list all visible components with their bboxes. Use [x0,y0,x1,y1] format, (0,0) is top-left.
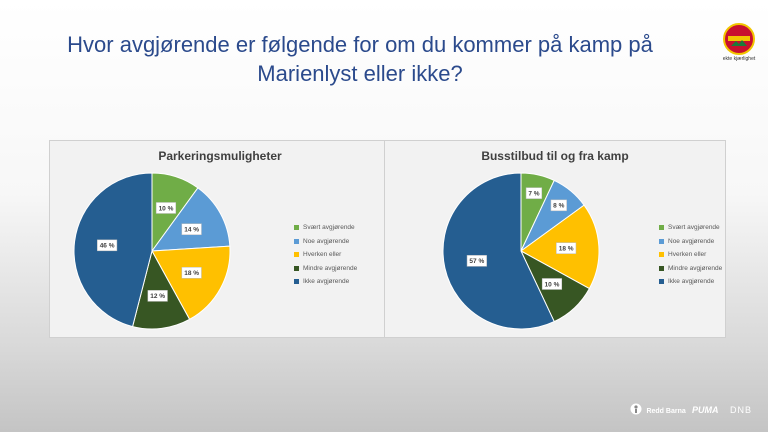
svg-text:12 %: 12 % [150,293,165,300]
data-label: 18 % [181,267,202,279]
pie-slice [150,187,231,252]
slide-title-line1: Hvor avgjørende er følgende for om du ko… [67,32,653,57]
legend-item: Ikke avgjørende [294,275,357,289]
legend-swatch [294,238,299,244]
redd-barna-logo-text: Redd Barna [646,408,686,415]
legend-item: Ikke avgjørende [659,275,722,289]
legend-label: Svært avgjørende [668,224,720,232]
puma-logo-text: PUMA [692,405,719,415]
legend-swatch [659,265,664,271]
svg-text:46 %: 46 % [100,243,115,250]
data-label: 12 % [147,290,168,302]
svg-text:18 %: 18 % [559,245,574,252]
data-label: 57 % [466,255,487,267]
chart-title: Parkeringsmuligheter [158,149,282,163]
legend-swatch [659,225,664,231]
chart-legend: Svært avgjørende Noe avgjørende Hverken el… [294,221,357,289]
slide-title: Hvor avgjørende er følgende for om du ko… [40,30,680,88]
data-label: 10 % [155,202,177,214]
svg-text:8 %: 8 % [553,203,564,210]
legend-label: Mindre avgjørende [668,264,723,272]
legend-item: Hverken eller [659,248,722,262]
svg-text:57 %: 57 % [469,258,484,265]
sponsor-redd-barna: Redd Barna [630,400,686,418]
legend-swatch [294,252,299,258]
legend-swatch [294,265,299,271]
legend-item: Noe avgjørende [294,235,357,249]
svg-text:10 %: 10 % [545,281,560,288]
legend-label: Hverken eller [303,251,342,259]
legend-label: Ikke avgjørende [668,278,715,286]
legend-item: Svært avgjørende [659,221,722,235]
legend-swatch [294,225,299,231]
data-label: 18 % [556,242,577,254]
pie-slice [442,172,555,330]
club-logo-icon [723,23,755,55]
legend-label: Ikke avgjørende [303,278,350,286]
pie-chart-parking: 10 % 14 % 18 % 12 % 46 % [73,172,231,330]
legend-item: Noe avgjørende [659,235,722,249]
data-label: 14 % [181,223,202,235]
legend-item: Svært avgjørende [294,221,357,235]
legend-swatch [659,279,664,285]
legend-label: Hverken eller [668,251,707,259]
sponsor-puma: PUMA [692,400,719,418]
legend-item: Hverken eller [294,248,357,262]
legend-swatch [294,279,299,285]
redd-barna-logo-icon [630,403,642,415]
chart-legend: Svært avgjørende Noe avgjørende Hverken el… [659,221,722,289]
slide-title-line2: Marienlyst eller ikke? [257,61,463,86]
data-label: 10 % [541,278,563,290]
data-label: 7 % [525,187,543,199]
legend-item: Mindre avgjørende [659,262,722,276]
legend-swatch [659,238,664,244]
pie-slice [151,245,231,321]
legend-label: Noe avgjørende [668,237,715,245]
legend-label: Svært avgjørende [303,224,355,232]
logo-caption: ekte kjærlighet [722,56,756,62]
legend-label: Noe avgjørende [303,237,350,245]
sponsor-dnb: DNB [730,400,752,418]
legend-item: Mindre avgjørende [294,262,357,276]
chart-panel-parking: Parkeringsmuligheter 10 % 14 % 18 % 12 % 46 … [49,140,391,338]
svg-text:14 %: 14 % [184,227,199,234]
dnb-logo-text: DNB [730,405,753,415]
chart-panel-bus: Busstilbud til og fra kamp 7 % 8 % 18 % 10 … [384,140,726,338]
data-label: 46 % [97,239,118,252]
legend-label: Mindre avgjørende [303,264,358,272]
chart-title: Busstilbud til og fra kamp [481,149,629,163]
svg-text:18 %: 18 % [184,270,199,277]
legend-swatch [659,252,664,258]
svg-text:7 %: 7 % [528,190,539,197]
svg-text:10 %: 10 % [159,205,174,212]
pie-chart-bus: 7 % 8 % 18 % 10 % 57 % [442,172,600,330]
data-label: 8 % [550,199,567,212]
